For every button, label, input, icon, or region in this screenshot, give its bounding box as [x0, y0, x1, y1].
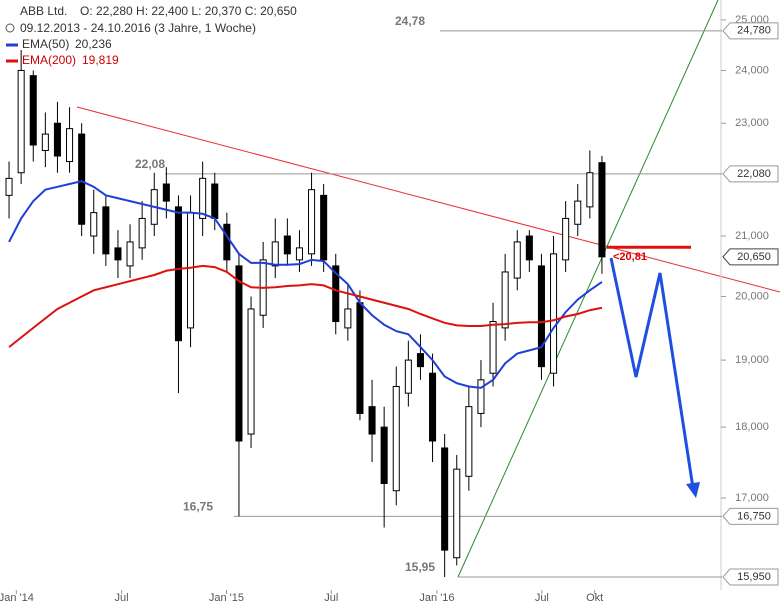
candle-body: [537, 265, 545, 368]
price-badge: [722, 507, 779, 525]
price-badge-label: 22,080: [737, 168, 771, 180]
legend-label: EMA(50): [22, 37, 69, 51]
price-badge-label: 20,650: [737, 251, 771, 263]
candle-body: [102, 206, 110, 255]
chart-title: ABB Ltd.: [20, 4, 67, 18]
candle-body: [513, 241, 521, 279]
legend-label: EMA(200): [22, 53, 76, 67]
candle-body: [199, 177, 207, 219]
candle-body: [271, 241, 279, 267]
candle-body: [586, 172, 594, 208]
level-label: 15,95: [405, 560, 435, 574]
level-label: 16,75: [183, 500, 213, 514]
candle-body: [356, 302, 364, 414]
ema-line: [8, 180, 603, 389]
level-label: 24,78: [395, 14, 425, 28]
candle-body: [53, 122, 61, 157]
candle-body: [320, 194, 328, 261]
x-tick-label: Jul: [115, 592, 129, 604]
x-tick-label: Jan '15: [209, 592, 244, 604]
candle-body: [90, 212, 98, 237]
y-tick-label: 21,000: [735, 230, 769, 242]
candle-body: [429, 372, 437, 442]
x-tick-label: Jul: [324, 592, 338, 604]
candle-body: [247, 308, 255, 435]
candle-body: [380, 426, 388, 484]
candle-body: [223, 223, 231, 261]
legend-value: 19,819: [82, 53, 119, 67]
x-tick-label: Jan '16: [419, 592, 454, 604]
x-tick-label: Jul: [535, 592, 549, 604]
candle-body: [416, 353, 424, 368]
y-tick-label: 20,000: [735, 290, 769, 302]
forecast-arrow: [609, 257, 695, 489]
candle-body: [187, 212, 195, 329]
candle-body: [562, 217, 570, 261]
candle-body: [574, 200, 582, 225]
candle-body: [550, 253, 558, 374]
price-badge: [722, 22, 779, 40]
candle-body: [29, 75, 37, 146]
candle-body: [344, 308, 352, 329]
period-text: 09.12.2013 - 24.10.2016 (3 Jahre, 1 Woch…: [20, 21, 256, 35]
candle-body: [501, 271, 509, 329]
candle-body: [465, 406, 473, 477]
candle-body: [211, 183, 219, 219]
resistance-trendline: [76, 106, 780, 293]
arrow-head: [686, 482, 700, 498]
candle-body: [5, 177, 13, 196]
y-tick-label: 24,000: [735, 64, 769, 76]
legend-value: 20,236: [75, 37, 112, 51]
candle-body: [138, 217, 146, 249]
y-tick-label: 23,000: [735, 117, 769, 129]
candle-body: [41, 133, 49, 151]
candle-body: [489, 321, 497, 374]
support-trendline: [457, 0, 719, 578]
candle-body: [392, 385, 400, 492]
candle-body: [525, 235, 533, 261]
price-badge: [722, 568, 779, 586]
candle-body: [332, 265, 340, 323]
price-badge-label: 24,780: [737, 25, 771, 37]
y-tick-label: 17,000: [735, 492, 769, 504]
candle-body: [66, 128, 74, 163]
candle-body: [17, 69, 25, 174]
candle-body: [404, 359, 412, 394]
ohlc-text: O: 22,280 H: 22,400 L: 20,370 C: 20,650: [80, 4, 297, 18]
x-tick-label: Jan '14: [0, 592, 34, 604]
level-label: 22,08: [135, 157, 165, 171]
candle-body: [295, 247, 303, 261]
candle-body: [477, 379, 485, 414]
candle-body: [174, 206, 182, 342]
candle-body: [598, 162, 606, 258]
candle-body: [453, 468, 461, 559]
price-badge-label: 16,750: [737, 510, 771, 522]
candle-body: [114, 247, 122, 261]
price-badge: [722, 248, 779, 266]
ema-line: [8, 264, 603, 348]
price-badge-label: 15,950: [737, 571, 771, 583]
y-tick-label: 18,000: [735, 421, 769, 433]
price-badge: [722, 165, 779, 183]
candle-body: [283, 235, 291, 255]
candle-body: [235, 265, 243, 442]
target-label: <20,81: [613, 251, 647, 263]
clock-icon: [5, 23, 15, 33]
candle-body: [368, 406, 376, 435]
candle-body: [126, 241, 134, 267]
y-tick-label: 19,000: [735, 354, 769, 366]
candle-body: [78, 133, 86, 225]
candle-body: [162, 183, 170, 202]
candle-body: [441, 447, 449, 551]
candle-body: [308, 189, 316, 255]
x-tick-label: Okt: [586, 592, 603, 604]
